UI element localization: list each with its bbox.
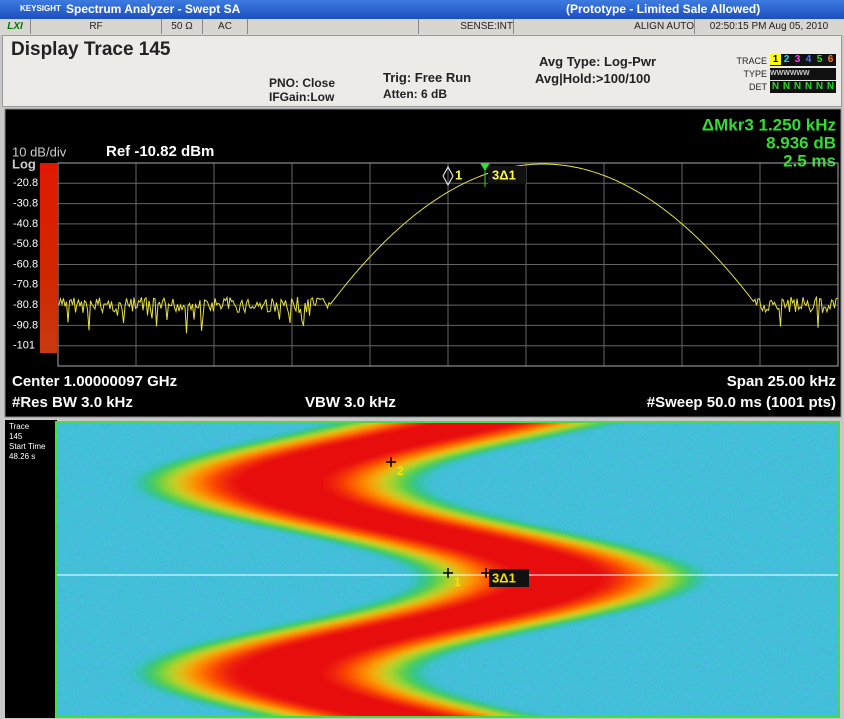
- trace-number: 1: [770, 54, 781, 65]
- settings-panel: Display Trace 145 PNO: Close IFGain:Low …: [2, 35, 842, 107]
- y-label: -90.8: [13, 319, 38, 331]
- trace-number: 3: [792, 54, 803, 65]
- app-title: Spectrum Analyzer - Swept SA: [66, 2, 240, 16]
- trace-number: 4: [803, 54, 814, 65]
- y-label: -60.8: [13, 258, 38, 270]
- avg-type: Avg Type: Log-Pwr: [539, 54, 656, 69]
- trigger: Trig: Free Run: [383, 70, 471, 85]
- sweep: #Sweep 50.0 ms (1001 pts): [647, 394, 836, 411]
- scale-bar: [40, 163, 57, 353]
- y-label: -20.8: [13, 177, 38, 189]
- heading: Display Trace 145: [11, 39, 171, 61]
- marker-label: 1: [454, 575, 461, 589]
- trace-number: 6: [825, 54, 836, 65]
- marker-time: 2.5 ms: [783, 151, 836, 170]
- span: Span 25.00 kHz: [727, 373, 836, 390]
- y-label: -50.8: [13, 238, 38, 250]
- scale-type: Log: [12, 156, 36, 171]
- trace-label: TRACE: [707, 56, 767, 66]
- det-label: DET: [707, 82, 767, 92]
- waterfall-info-strip: [5, 420, 57, 718]
- type-value: WWWWWW: [770, 68, 836, 80]
- status-bar: LXI RF 50 Ω AC SENSE:INT ALIGN AUTO 02:5…: [0, 19, 844, 35]
- brand: KEYSIGHT: [20, 4, 61, 13]
- avg-hold: Avg|Hold:>100/100: [535, 71, 651, 86]
- y-label: -40.8: [13, 218, 38, 230]
- marker-delta: 8.936 dB: [766, 133, 836, 152]
- waterfall-info: Start Time: [9, 442, 46, 451]
- waterfall-info: Trace: [9, 422, 30, 431]
- center-freq: Center 1.00000097 GHz: [12, 373, 177, 390]
- trace-number: 2: [781, 54, 792, 65]
- title-bar: KEYSIGHT Spectrum Analyzer - Swept SA (P…: [0, 0, 844, 19]
- align: ALIGN AUTO: [514, 19, 695, 34]
- y-label: -30.8: [13, 198, 38, 210]
- y-label: -101: [13, 340, 35, 352]
- marker-label: 3Δ1: [492, 167, 516, 182]
- detector: N: [814, 81, 825, 92]
- lxi: LXI: [0, 19, 31, 34]
- input: RF: [31, 19, 162, 34]
- reference-level: Ref -10.82 dBm: [106, 143, 214, 160]
- res-bw: #Res BW 3.0 kHz: [12, 394, 133, 411]
- detector: N: [803, 81, 814, 92]
- trace-number: 5: [814, 54, 825, 65]
- page: KEYSIGHT Spectrum Analyzer - Swept SA (P…: [0, 0, 844, 719]
- detector: N: [770, 81, 781, 92]
- pno: PNO: Close: [269, 76, 335, 90]
- datetime: 02:50:15 PM Aug 05, 2010: [695, 19, 843, 34]
- notice: (Prototype - Limited Sale Allowed): [566, 2, 760, 16]
- ifgain: IFGain:Low: [269, 90, 334, 104]
- marker-label: 2: [397, 464, 404, 478]
- detector: N: [825, 81, 836, 92]
- marker-label: 1: [455, 167, 462, 182]
- type-label: TYPE: [707, 69, 767, 79]
- detector: N: [781, 81, 792, 92]
- marker-label: 3Δ1: [492, 570, 516, 585]
- waterfall-info: 145: [9, 432, 23, 441]
- y-label: -80.8: [13, 299, 38, 311]
- coupling: AC: [203, 19, 248, 34]
- impedance: 50 Ω: [162, 19, 203, 34]
- marker-name: ΔMkr3 1.250 kHz: [702, 115, 836, 134]
- detector: N: [792, 81, 803, 92]
- waterfall-info: 48.26 s: [9, 452, 35, 461]
- atten: Atten: 6 dB: [383, 87, 447, 101]
- spectrum-display: 10 dB/div Log Ref -10.82 dBm ΔMkr3 1.250…: [0, 107, 844, 419]
- vbw: VBW 3.0 kHz: [305, 394, 396, 411]
- sense: SENSE:INT: [419, 19, 514, 34]
- y-label: -70.8: [13, 279, 38, 291]
